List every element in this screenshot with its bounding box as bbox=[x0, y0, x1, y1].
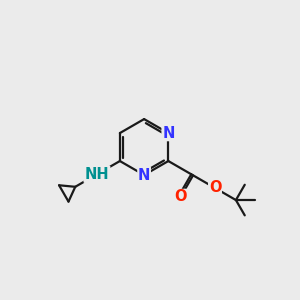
Text: N: N bbox=[162, 126, 175, 141]
Text: N: N bbox=[138, 167, 150, 182]
Text: O: O bbox=[209, 181, 221, 196]
Text: O: O bbox=[174, 189, 187, 204]
Text: NH: NH bbox=[85, 167, 109, 182]
